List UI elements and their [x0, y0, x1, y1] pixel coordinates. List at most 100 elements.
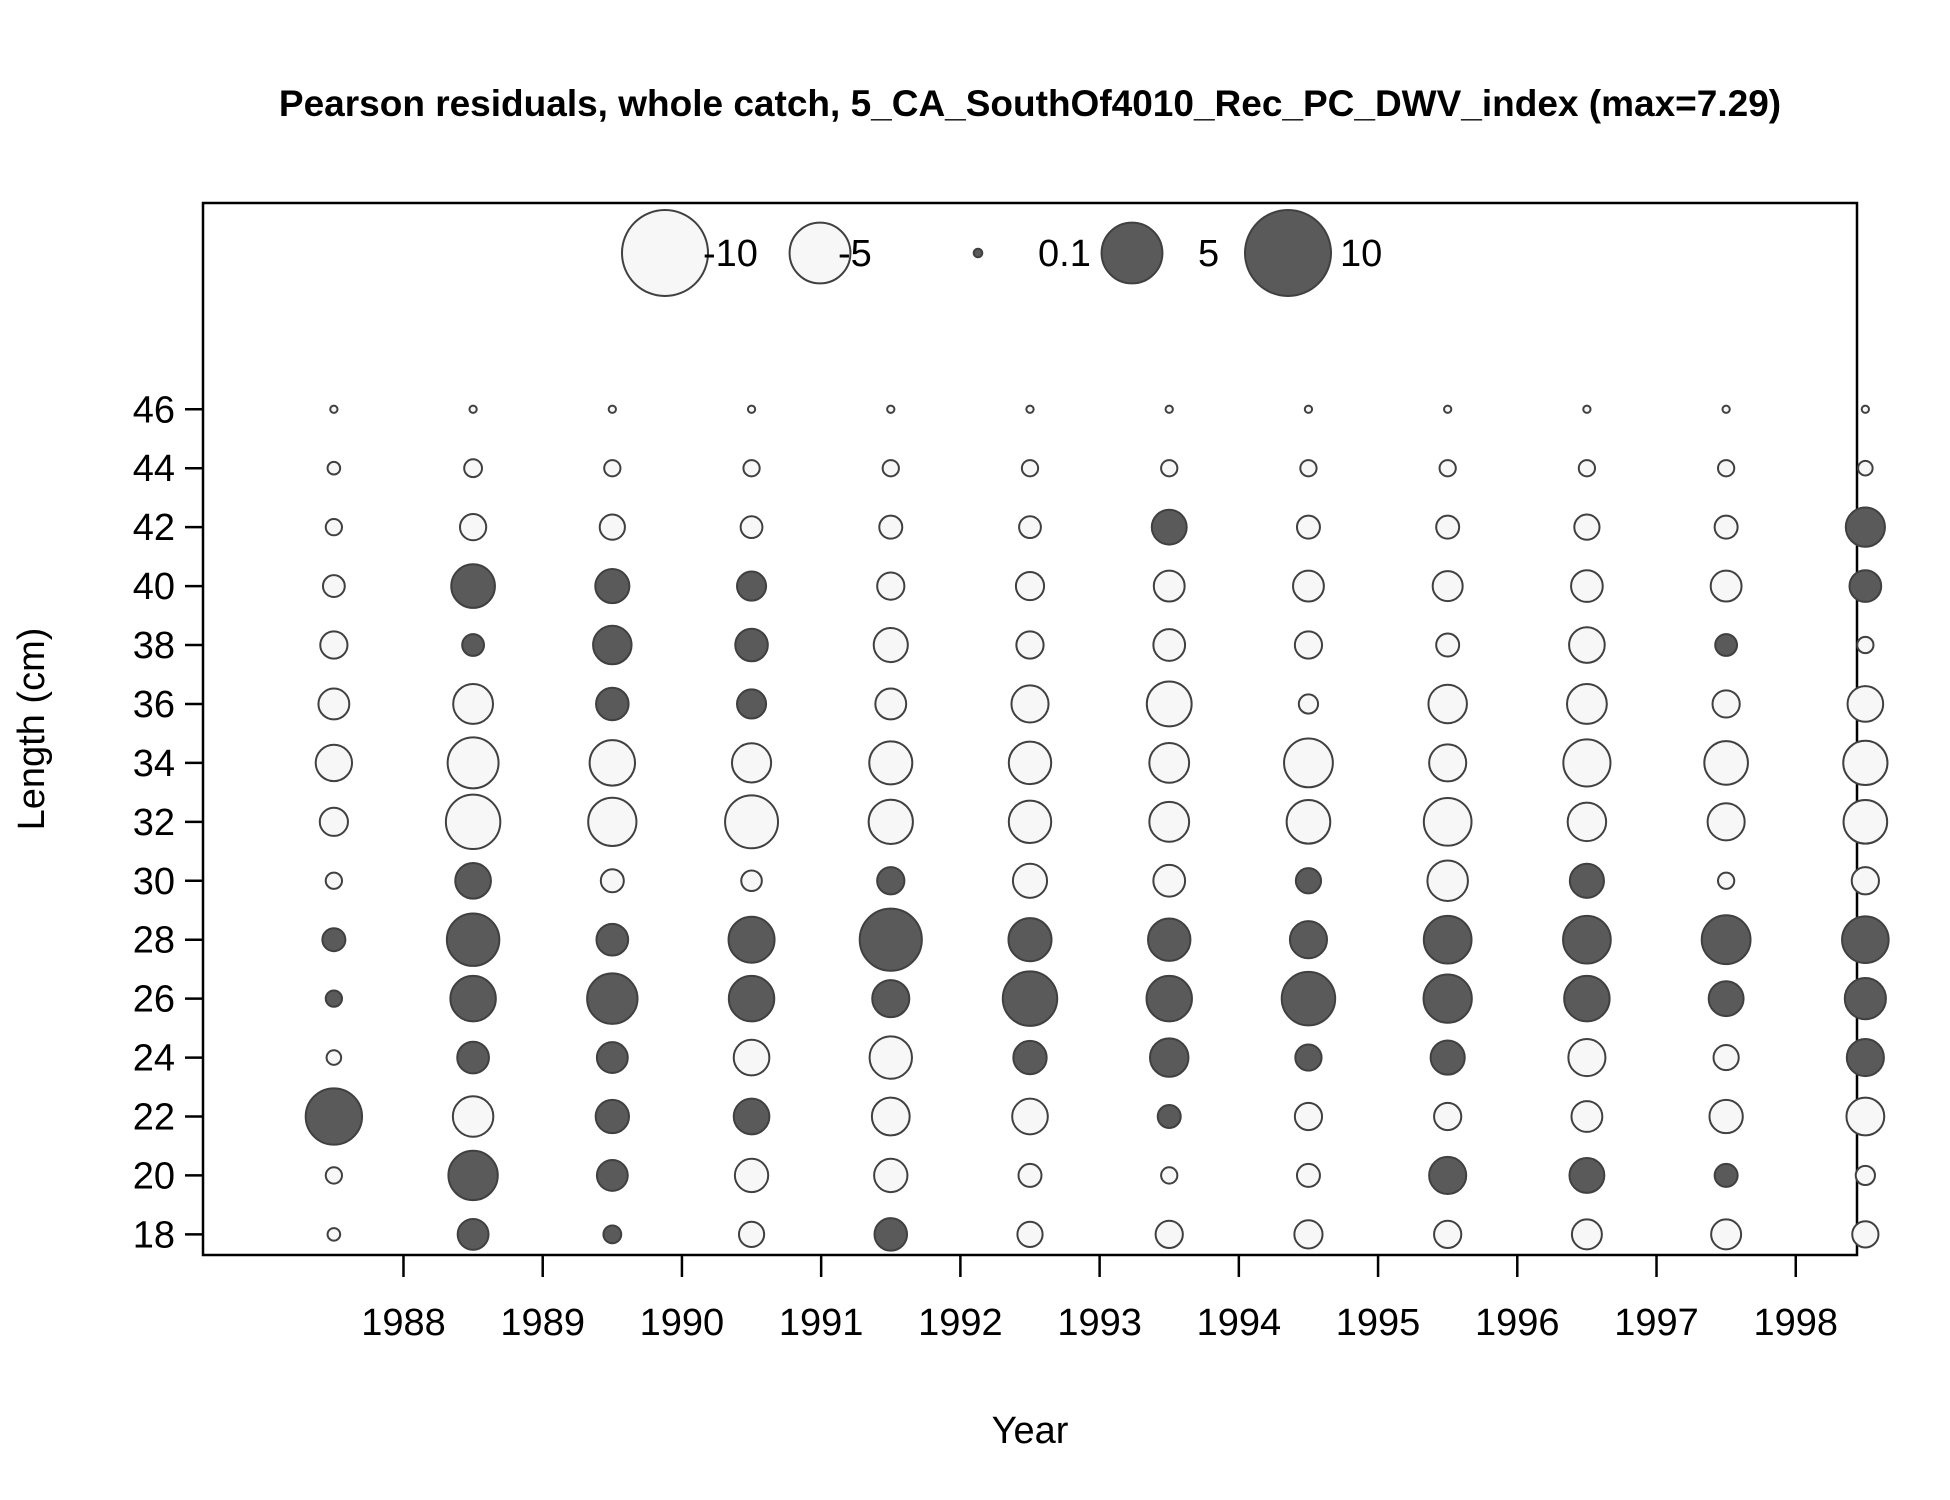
residual-bubble: [874, 687, 908, 721]
y-tick-label: 46: [133, 389, 175, 431]
residual-bubble: [1711, 689, 1741, 719]
residual-bubble: [1710, 1218, 1743, 1251]
residual-bubble: [1714, 633, 1739, 657]
residual-bubble: [451, 1095, 495, 1138]
residual-bubble: [1854, 1164, 1876, 1187]
residual-bubble: [304, 1087, 364, 1146]
residual-bubble: [456, 1040, 490, 1075]
residual-bubble: [594, 1098, 630, 1135]
x-tick-label: 1989: [500, 1302, 585, 1344]
residual-bubble: [1293, 1219, 1324, 1250]
residual-bubble: [1570, 1100, 1604, 1133]
residual-bubble: [1293, 1101, 1324, 1132]
residual-bubble: [1148, 1037, 1190, 1078]
legend-bubble: [620, 208, 710, 298]
chart-title: Pearson residuals, whole catch, 5_CA_Sou…: [279, 83, 1781, 124]
residual-bubble: [1713, 514, 1739, 540]
residual-bubble: [1145, 680, 1193, 728]
residual-bubble: [736, 688, 768, 720]
legend-bubble: [1100, 221, 1164, 285]
residual-bubble: [858, 907, 923, 972]
legend-label: 0.1: [1038, 233, 1091, 275]
residual-bubble: [1443, 404, 1453, 414]
residual-bubble: [1010, 684, 1050, 724]
residual-bubble: [314, 743, 354, 783]
residual-bubble: [1429, 1039, 1466, 1076]
residual-bubble: [324, 518, 344, 537]
residual-bubble: [1707, 980, 1745, 1018]
legend-label: -10: [703, 233, 758, 275]
residual-bubble: [452, 683, 495, 725]
residual-bubble: [461, 633, 486, 657]
residual-bubble: [317, 687, 351, 721]
residual-bubble: [321, 927, 347, 953]
residual-bubble: [595, 1041, 629, 1074]
residual-bubble: [1573, 513, 1601, 541]
residual-bubble: [739, 515, 764, 540]
x-tick-label: 1994: [1197, 1302, 1282, 1344]
residual-bubble: [445, 912, 501, 967]
residual-bubble: [1294, 867, 1323, 895]
residual-bubble: [325, 1049, 343, 1066]
y-tick-label: 40: [133, 566, 175, 608]
x-axis-label: Year: [992, 1410, 1069, 1452]
residual-bubble: [1303, 404, 1314, 414]
residual-bubble: [324, 1166, 344, 1185]
residual-bubble: [868, 1035, 913, 1080]
residual-bubble: [1148, 800, 1191, 843]
residual-bubble: [1433, 1219, 1463, 1249]
residual-bubble: [1295, 514, 1321, 540]
residual-bubble: [1292, 569, 1325, 603]
residual-bubble: [873, 1217, 909, 1252]
residual-bubble: [1428, 1155, 1468, 1195]
residual-bubble: [1841, 915, 1890, 964]
residual-bubble: [1152, 863, 1187, 898]
residual-bubble: [449, 974, 497, 1023]
residual-bubble: [1280, 970, 1337, 1027]
plot-frame: [201, 201, 1859, 1257]
residual-bubble: [1427, 683, 1468, 725]
residual-bubble: [456, 1217, 490, 1251]
residual-bubble: [450, 563, 496, 609]
residual-bubble: [876, 866, 906, 896]
residual-bubble: [1147, 917, 1192, 962]
residual-bubble: [319, 630, 349, 660]
residual-bubble: [737, 1220, 766, 1248]
residual-bubble: [876, 571, 906, 601]
residual-bubble: [1160, 1166, 1179, 1185]
residual-bubble: [727, 915, 776, 964]
residual-bubble: [1293, 630, 1324, 660]
y-tick-label: 22: [133, 1097, 175, 1139]
residual-bubble: [1568, 1156, 1606, 1194]
residual-bubble: [1842, 799, 1889, 845]
residual-bubble: [446, 736, 500, 790]
residual-bubble: [1422, 914, 1473, 965]
residual-bubble: [1700, 914, 1752, 966]
residual-bubble: [1435, 514, 1461, 540]
residual-bubble: [1712, 1043, 1740, 1072]
residual-bubble: [1422, 796, 1473, 847]
y-tick-label: 24: [133, 1038, 175, 1080]
residual-bubble: [1001, 970, 1059, 1027]
residual-bubble: [324, 989, 344, 1008]
residual-bubble: [607, 404, 617, 414]
residual-bubble: [599, 868, 625, 894]
residual-bubble: [1014, 570, 1046, 602]
residual-bubble: [1011, 1097, 1049, 1136]
residual-bubble: [1007, 799, 1053, 845]
residual-bubble: [1438, 459, 1457, 478]
residual-bubble: [1148, 741, 1191, 784]
residual-bubble: [1295, 1162, 1321, 1188]
residual-bubble: [1011, 862, 1049, 899]
residual-bubble: [1018, 515, 1042, 540]
x-tick-label: 1993: [1057, 1302, 1142, 1344]
residual-bubble: [1431, 570, 1464, 603]
y-tick-label: 28: [133, 920, 175, 962]
y-tick-label: 32: [133, 802, 175, 844]
residual-bubble: [742, 459, 761, 478]
residual-bubble: [444, 793, 502, 851]
residual-bubble: [881, 459, 900, 478]
residual-bubble: [736, 570, 768, 602]
residual-bubble: [1299, 459, 1318, 478]
residual-bubble: [1856, 635, 1875, 655]
